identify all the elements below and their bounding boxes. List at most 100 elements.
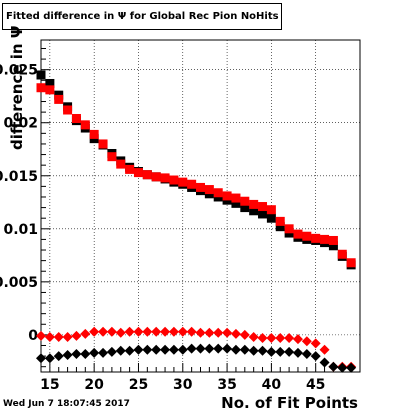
data-point-diamond (89, 347, 100, 358)
x-tick-label: 40 (262, 377, 282, 393)
data-point-diamond (186, 326, 197, 337)
data-point-square (36, 70, 46, 80)
data-point-diamond (106, 326, 117, 337)
data-point-square (213, 188, 223, 198)
data-point-diamond (204, 327, 215, 338)
plot-frame (40, 39, 361, 373)
data-point-square (45, 85, 55, 95)
data-point-diamond (257, 345, 268, 356)
x-tick-label: 20 (84, 377, 104, 393)
y-tick-label: 0.015 (0, 169, 38, 185)
timestamp: Wed Jun 7 18:07:45 2017 (3, 399, 130, 409)
data-point-square (98, 139, 108, 149)
data-point-square (266, 205, 276, 215)
data-point-diamond (89, 326, 100, 337)
data-point-diamond (257, 333, 268, 344)
data-point-diamond (248, 345, 259, 356)
data-point-diamond (53, 331, 64, 342)
data-point-square (45, 78, 55, 88)
x-tick-label: 25 (129, 377, 148, 393)
data-point-square (160, 173, 170, 183)
data-point-diamond (310, 338, 321, 349)
y-axis-label: difference in Ψ (8, 25, 26, 150)
data-point-diamond (44, 353, 55, 364)
data-point-square (196, 182, 205, 192)
data-point-square (80, 120, 90, 130)
x-tick-label: 35 (217, 377, 236, 393)
data-point-diamond (292, 347, 303, 358)
data-point-square (222, 191, 232, 201)
data-point-diamond (248, 331, 259, 342)
data-point-square (240, 203, 250, 213)
y-tick-label: 0.02 (3, 116, 38, 132)
data-point-diamond (168, 326, 179, 337)
data-point-square (151, 172, 161, 182)
data-point-diamond (115, 345, 126, 356)
data-point-diamond (115, 327, 126, 338)
data-point-diamond (195, 327, 206, 338)
x-tick-label: 45 (306, 377, 325, 393)
data-point-diamond (213, 343, 224, 354)
data-point-diamond (142, 344, 153, 355)
data-point-diamond (222, 327, 233, 338)
series-1 (36, 83, 356, 268)
data-point-square (328, 235, 338, 245)
y-tick-label: 0.025 (0, 63, 38, 79)
grid (41, 40, 360, 372)
data-point-diamond (346, 362, 357, 373)
data-point-square (240, 196, 250, 206)
data-point-diamond (284, 333, 295, 344)
data-point-square (178, 177, 188, 187)
chart-title: Fitted difference in Ψ for Global Rec Pi… (2, 3, 282, 30)
data-point-diamond (230, 344, 241, 355)
y-tick-label: 0 (28, 328, 38, 344)
data-point-square (89, 129, 99, 139)
data-point-square (133, 168, 143, 178)
data-point-diamond (106, 346, 117, 357)
data-point-diamond (71, 348, 82, 359)
data-point-diamond (230, 328, 241, 339)
data-point-diamond (160, 344, 171, 355)
data-point-square (311, 233, 321, 243)
data-point-square (337, 249, 347, 259)
data-point-square (293, 229, 303, 239)
data-point-square (320, 234, 330, 244)
data-point-diamond (177, 326, 188, 337)
data-point-square (107, 152, 117, 162)
y-tick-label: 0.005 (0, 275, 38, 291)
data-point-square (284, 224, 294, 234)
data-point-square (266, 213, 276, 223)
data-point-square (231, 198, 241, 208)
data-point-diamond (204, 343, 215, 354)
data-point-diamond (80, 328, 91, 339)
x-tick-label: 30 (173, 377, 193, 393)
data-point-diamond (36, 353, 46, 364)
data-point-diamond (177, 344, 188, 355)
data-point-square (204, 185, 214, 195)
data-point-diamond (301, 348, 312, 359)
data-point-square (302, 231, 312, 241)
data-point-square (125, 164, 135, 174)
data-point-diamond (80, 348, 91, 359)
data-point-diamond (53, 351, 64, 362)
data-point-diamond (36, 330, 46, 341)
data-point-diamond (142, 326, 153, 337)
data-point-diamond (337, 362, 348, 373)
data-point-diamond (98, 347, 109, 358)
data-point-diamond (266, 333, 277, 344)
data-point-diamond (71, 330, 82, 341)
x-axis-label: No. of Fit Points (221, 394, 358, 412)
data-point-square (54, 94, 64, 104)
data-point-square (71, 113, 81, 123)
data-point-diamond (62, 350, 73, 361)
data-point-square (231, 193, 241, 203)
data-point-square (249, 206, 259, 216)
data-point-diamond (213, 327, 224, 338)
data-point-square (142, 170, 152, 180)
data-point-square (328, 241, 338, 251)
data-point-diamond (239, 329, 250, 340)
data-point-diamond (124, 345, 135, 356)
data-point-diamond (195, 343, 206, 354)
data-point-diamond (301, 336, 312, 347)
